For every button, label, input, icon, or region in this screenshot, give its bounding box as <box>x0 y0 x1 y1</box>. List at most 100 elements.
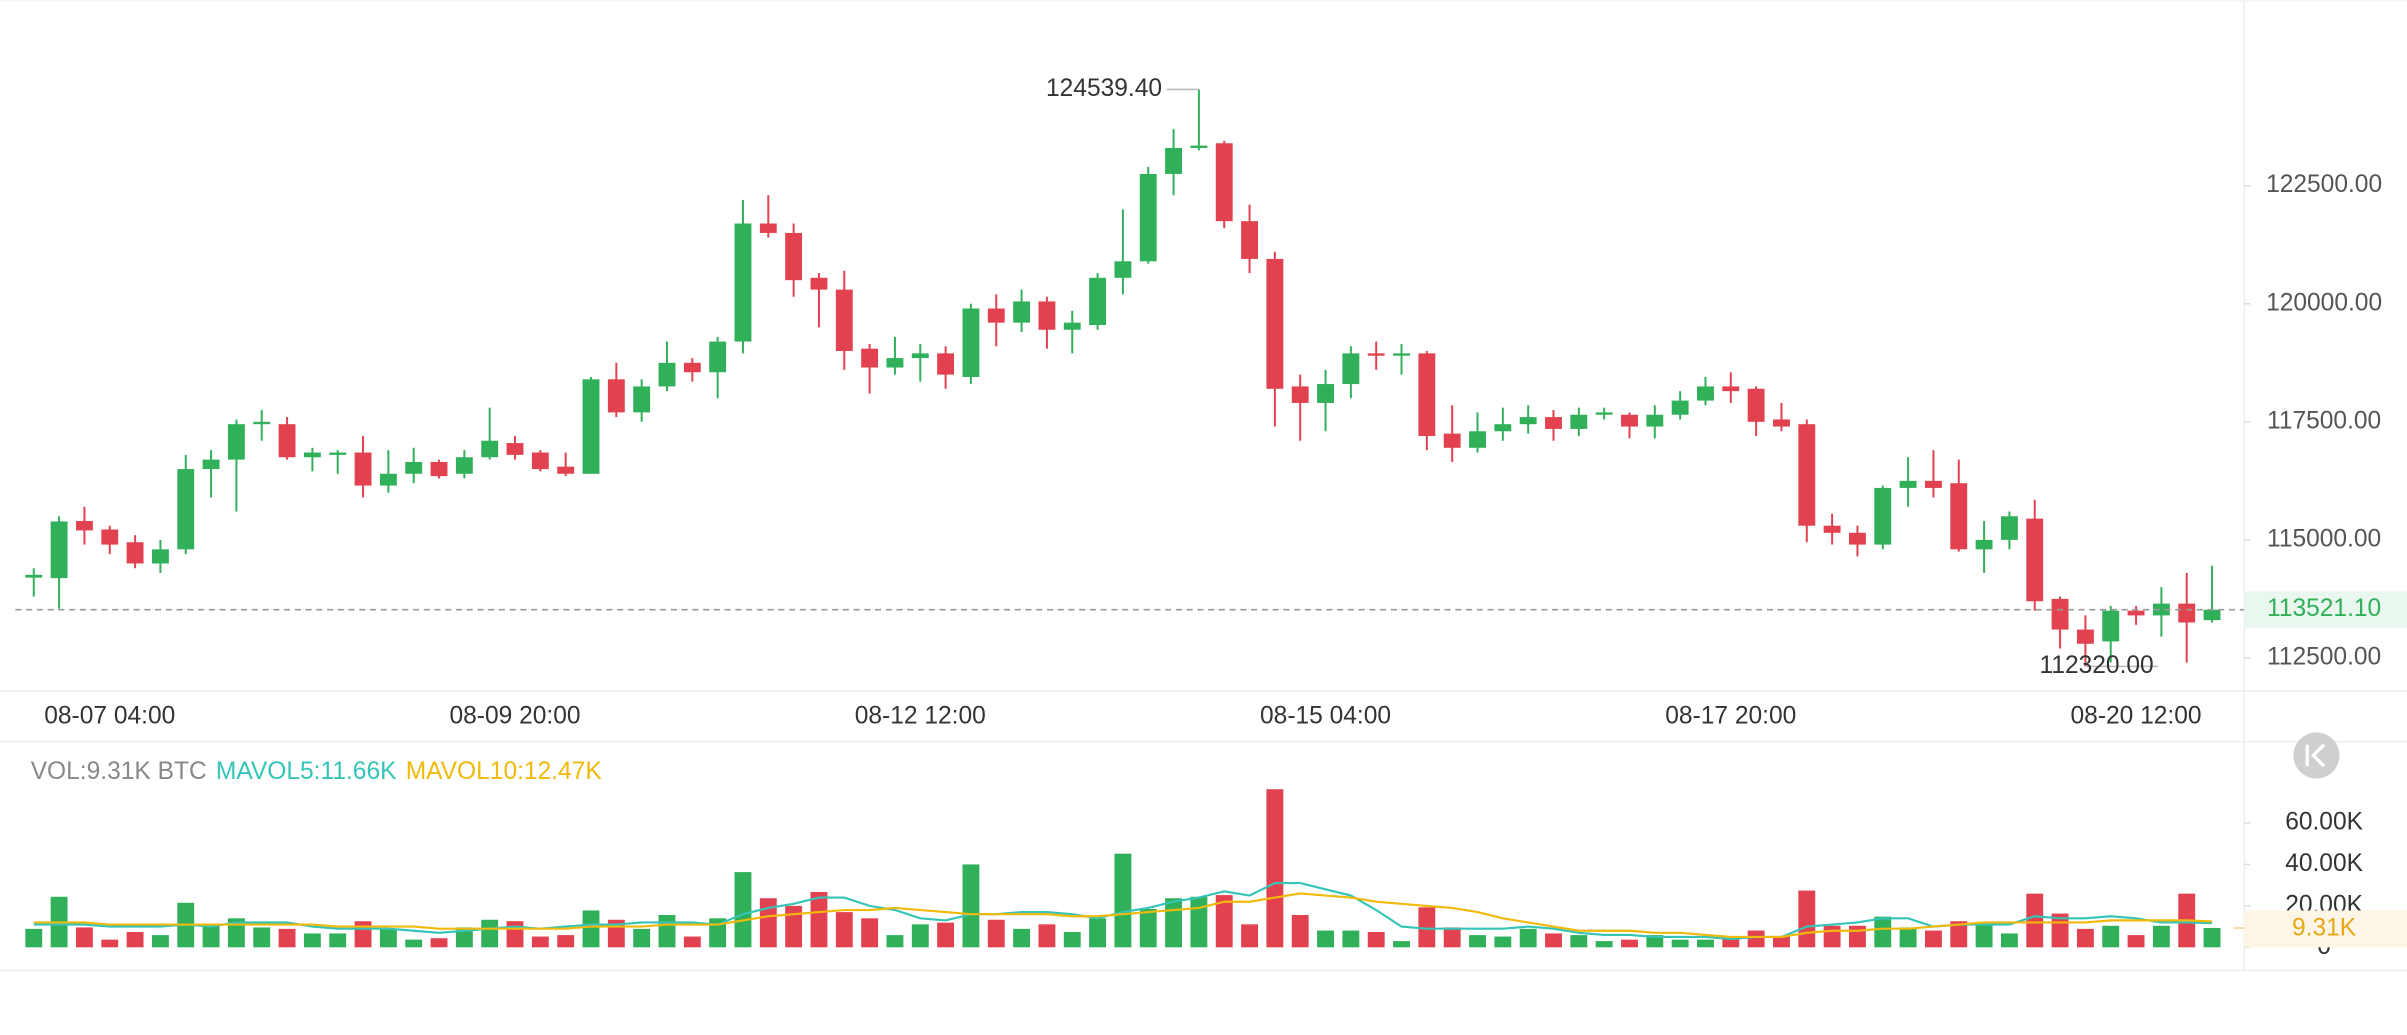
candle-body <box>1418 353 1436 436</box>
candle-body <box>2051 598 2069 630</box>
candle-body <box>531 452 549 470</box>
candle-body <box>1621 414 1638 427</box>
volume-bar <box>1089 918 1107 948</box>
volume-bar <box>2127 935 2145 948</box>
candle-body <box>785 232 803 281</box>
candle-body <box>1747 388 1765 422</box>
volume-bar <box>202 925 220 948</box>
volume-bar <box>1215 895 1233 948</box>
candle-body <box>1063 322 1081 330</box>
volume-bar <box>1671 939 1689 948</box>
volume-bar <box>1545 933 1562 948</box>
volume-bar <box>1418 907 1436 948</box>
volume-bar <box>1848 925 1866 948</box>
volume-bar <box>1469 935 1486 948</box>
last-price-label: 113521.10 <box>2267 595 2381 622</box>
back-button-icon[interactable] <box>2305 743 2326 768</box>
candle-body <box>354 452 372 486</box>
candle-body <box>1443 433 1461 448</box>
volume-bar <box>886 935 904 948</box>
candle-body <box>2178 603 2196 623</box>
candle-body <box>253 421 271 425</box>
candle-body <box>481 440 499 458</box>
candle-body <box>2026 518 2044 602</box>
volume-bar <box>2000 933 2018 948</box>
candle-body <box>151 549 169 564</box>
candle-body <box>1646 414 1664 427</box>
volume-bar <box>734 872 752 948</box>
volume-bar <box>25 928 43 948</box>
candle-body <box>1215 143 1233 222</box>
last-volume-label: 9.31K <box>2292 914 2357 941</box>
volume-bar <box>354 921 372 948</box>
volume-bar <box>962 864 980 948</box>
volume-bar <box>2152 925 2170 948</box>
volume-bar <box>1367 931 1385 948</box>
candle-body <box>633 386 651 413</box>
volume-bar <box>1924 930 1942 948</box>
volume-bar <box>1899 927 1917 948</box>
candle-body <box>962 308 980 377</box>
candle-body <box>1190 145 1208 148</box>
y-tick-label: 40.00K <box>2285 850 2363 877</box>
volume-bar <box>1443 927 1461 948</box>
last-price-box <box>2244 591 2407 629</box>
volume-bar <box>1950 921 1968 948</box>
candle-body <box>2000 516 2018 540</box>
volume-bar <box>303 933 321 948</box>
y-tick-label: 122500.00 <box>2266 171 2382 198</box>
candle-body <box>582 379 600 474</box>
back-button[interactable] <box>2293 732 2340 779</box>
candle-body <box>1823 525 1841 533</box>
volume-bar <box>1139 908 1157 948</box>
volume-bar <box>658 915 676 948</box>
candle-body <box>1950 483 1968 550</box>
y-tick-label: 120000.00 <box>2266 289 2382 316</box>
volume-bar <box>1570 935 1588 948</box>
candle-body <box>455 457 473 474</box>
candle-body <box>987 308 1005 323</box>
candle-body <box>607 379 625 413</box>
y-tick-label: 60.00K <box>2285 808 2363 835</box>
volume-bar <box>101 939 119 948</box>
volume-bar <box>1291 915 1309 948</box>
candle-body <box>50 521 68 579</box>
volume-bar <box>1722 938 1740 948</box>
candle-body <box>1342 353 1360 385</box>
candle-body <box>1671 400 1689 415</box>
candle-body <box>1773 419 1790 427</box>
candle-body <box>1469 431 1486 448</box>
candle-body <box>1367 353 1385 356</box>
candle-body <box>1241 221 1258 259</box>
candle-body <box>329 452 347 455</box>
volume-bar <box>1393 941 1410 948</box>
volume-bar <box>1342 930 1360 948</box>
ma-line <box>33 882 2213 941</box>
candle-body <box>557 466 575 474</box>
volume-bar <box>937 922 955 948</box>
ma-line <box>33 892 2213 939</box>
volume-bar <box>1874 916 1892 948</box>
candle-body <box>227 424 245 460</box>
candle-body <box>1722 386 1740 392</box>
volume-bar <box>911 924 929 948</box>
volume-bar <box>1013 928 1031 948</box>
x-tick-label: 08-20 12:00 <box>2071 703 2202 730</box>
volume-bar <box>1165 898 1183 948</box>
candle-body <box>734 223 752 342</box>
candle-body <box>1848 532 1866 545</box>
volume-bar <box>1317 930 1334 948</box>
volume-bar <box>1823 925 1841 948</box>
volume-bar <box>835 912 853 948</box>
candle-body <box>177 469 195 550</box>
volume-bar <box>379 928 397 948</box>
x-tick-label: 08-07 04:00 <box>44 703 175 730</box>
candle-body <box>683 362 701 373</box>
back-button-circle[interactable] <box>2293 732 2340 779</box>
candle-body <box>101 529 119 545</box>
volume-bar <box>810 892 828 948</box>
candle-body <box>1393 353 1410 356</box>
volume-bar <box>1190 896 1208 948</box>
volume-bar <box>151 935 169 948</box>
volume-bar <box>1798 890 1816 948</box>
